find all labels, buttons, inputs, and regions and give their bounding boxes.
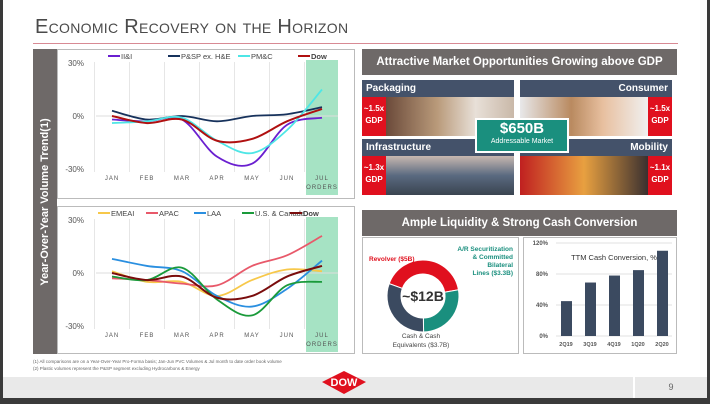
x-tick-label: MAR bbox=[174, 333, 190, 339]
x-tick-label: JAN bbox=[105, 176, 119, 182]
donut-label-cash: Cash & Cash Equivalents ($3.7B) bbox=[393, 333, 450, 349]
legend-label: U.S. & Canada bbox=[255, 209, 306, 218]
segment-volume-chart: JAN FEB MAR APR MAY JUN JUL ORDERS 30% 0% -30% II&I… bbox=[57, 49, 355, 199]
y-axis-side-label: Year-Over-Year Volume Trend(1) bbox=[33, 49, 57, 354]
y-tick-label: 40% bbox=[536, 303, 549, 309]
addressable-market-callout: $650B Addressable Market bbox=[475, 118, 569, 153]
x-tick-label: FEB bbox=[140, 333, 155, 339]
bar-2Q19 bbox=[561, 301, 572, 336]
x-tick-label: FEB bbox=[140, 176, 155, 182]
bar-2Q20 bbox=[657, 250, 668, 336]
slide: Economic Recovery on the Horizon Year-Ov… bbox=[3, 0, 707, 398]
chart-title: TTM Cash Conversion, % bbox=[571, 253, 657, 262]
x-tick-label: APR bbox=[209, 176, 224, 182]
gdp-badge: ~1.1x GDP bbox=[648, 156, 672, 195]
legend-label: P&SP ex. H&E bbox=[181, 52, 230, 61]
donut-slice bbox=[386, 283, 425, 333]
jul-orders-highlight bbox=[306, 217, 338, 352]
x-tick-label: JUN bbox=[280, 333, 295, 339]
x-tick-label: 4Q19 bbox=[607, 342, 620, 348]
y-tick-label: 0% bbox=[539, 334, 548, 340]
tile-packaging: Packaging ~1.5x GDP bbox=[362, 80, 514, 136]
x-tick-label: 2Q20 bbox=[655, 342, 668, 348]
x-tick-label: JUN bbox=[280, 176, 295, 182]
liquidity-header: Ample Liquidity & Strong Cash Conversion bbox=[362, 210, 677, 236]
x-tick-label: JUL bbox=[315, 333, 329, 339]
cash-conversion-bar-chart: 120% 80% 40% 0% TTM Cash Conversion, % 2Q19 3Q… bbox=[523, 237, 677, 354]
series-line-dow bbox=[111, 264, 323, 301]
gdp-badge: ~1.3x GDP bbox=[362, 156, 386, 195]
donut-center-label: ~$12B bbox=[402, 288, 444, 304]
legend-label: II&I bbox=[121, 52, 132, 61]
donut-label-ar: A/R Securitization & Committed Bilateral Li… bbox=[457, 246, 513, 277]
x-tick-label: 2Q19 bbox=[559, 342, 572, 348]
y-tick-label: 120% bbox=[533, 241, 549, 247]
y-tick-label: 30% bbox=[68, 59, 84, 68]
donut-label-revolver: Revolver ($5B) bbox=[369, 256, 415, 263]
y-tick-label: -30% bbox=[65, 165, 84, 174]
mobility-photo bbox=[520, 156, 648, 195]
y-tick-label: 30% bbox=[68, 216, 84, 225]
gdp-badge: ~1.5x GDP bbox=[648, 97, 672, 136]
bar-3Q19 bbox=[585, 282, 596, 336]
x-tick-label: APR bbox=[209, 333, 224, 339]
legend-label: PM&C bbox=[251, 52, 273, 61]
x-tick-label: 3Q19 bbox=[583, 342, 596, 348]
page-number: 9 bbox=[633, 377, 707, 398]
x-tick-sublabel: ORDERS bbox=[306, 185, 338, 191]
legend-label: LAA bbox=[207, 209, 221, 218]
y-tick-label: 0% bbox=[72, 112, 84, 121]
x-tick-label: MAR bbox=[174, 176, 190, 182]
svg-text:DOW: DOW bbox=[331, 377, 359, 389]
page-title: Economic Recovery on the Horizon bbox=[35, 16, 349, 38]
x-tick-label: JUL bbox=[315, 176, 329, 182]
legend-label: Dow bbox=[311, 52, 327, 61]
y-tick-label: -30% bbox=[65, 322, 84, 331]
title-divider bbox=[33, 43, 678, 44]
x-tick-label: MAY bbox=[244, 176, 260, 182]
series-line-dow bbox=[111, 107, 323, 144]
legend-label: Dow bbox=[303, 209, 319, 218]
y-tick-label: 0% bbox=[72, 269, 84, 278]
y-tick-label: 80% bbox=[536, 272, 549, 278]
bar-1Q20 bbox=[633, 270, 644, 336]
x-tick-label: JAN bbox=[105, 333, 119, 339]
bar-4Q19 bbox=[609, 275, 620, 336]
series-line-p-sp-ex-h-e bbox=[111, 106, 323, 123]
jul-orders-highlight bbox=[306, 60, 338, 195]
footnote-2: (2) Plastic volumes represent the P&SP s… bbox=[33, 366, 200, 371]
region-volume-chart: JAN FEB MAR APR MAY JUN JUL ORDERS 30% 0% -30% EMEA… bbox=[57, 206, 355, 354]
infrastructure-photo bbox=[386, 156, 514, 195]
liquidity-donut-chart: ~$12B Revolver ($5B) A/R Securitization & C… bbox=[362, 237, 519, 354]
x-tick-label: MAY bbox=[244, 333, 260, 339]
series-line-laa bbox=[111, 257, 323, 308]
gdp-badge: ~1.5x GDP bbox=[362, 97, 386, 136]
dow-logo: DOW bbox=[322, 371, 366, 394]
market-header: Attractive Market Opportunities Growing … bbox=[362, 49, 677, 75]
legend-label: EMEAI bbox=[111, 209, 134, 218]
footnote-1: (1) All comparisons are on a Year-Over-Y… bbox=[33, 359, 282, 364]
x-tick-sublabel: ORDERS bbox=[306, 342, 338, 348]
x-tick-label: 1Q20 bbox=[631, 342, 644, 348]
legend-label: APAC bbox=[159, 209, 179, 218]
